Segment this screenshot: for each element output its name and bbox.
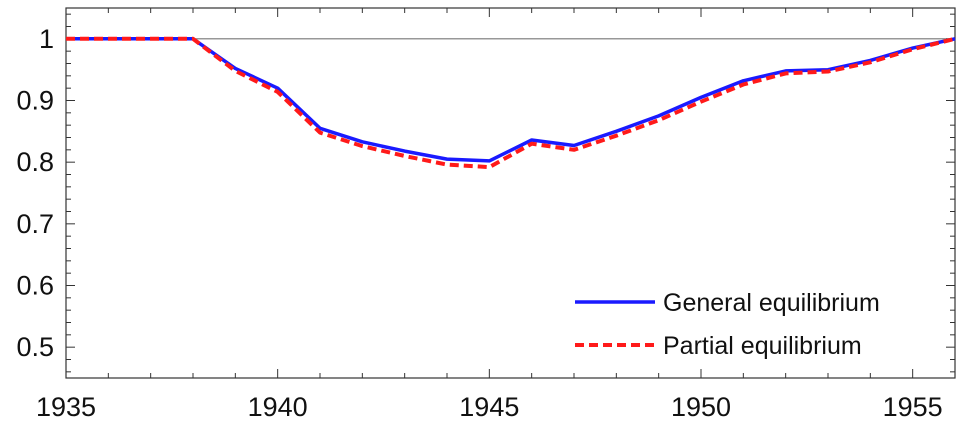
x-tick-label: 1945 bbox=[459, 392, 519, 422]
legend-label: General equilibrium bbox=[663, 289, 880, 317]
ticks: 1935 1940 1945 1950 1955 0.5 0.6 0.7 0.8 0.9 1 bbox=[16, 8, 956, 422]
y-tick-label: 0.6 bbox=[16, 271, 54, 301]
series-line-general-equilibrium bbox=[66, 37, 956, 163]
series-line-partial-equilibrium bbox=[66, 36, 956, 170]
y-tick-label: 0.7 bbox=[16, 209, 54, 239]
x-tick-label: 1950 bbox=[671, 392, 731, 422]
axes bbox=[65, 7, 956, 379]
y-tick-label: 0.8 bbox=[16, 147, 54, 177]
plot-frame bbox=[65, 7, 956, 379]
x-tick-label: 1935 bbox=[36, 392, 96, 422]
y-tick-label: 0.9 bbox=[16, 86, 54, 116]
x-tick-label: 1940 bbox=[248, 392, 308, 422]
x-tick-label: 1955 bbox=[883, 392, 943, 422]
legend: General equilibrium Partial equilibrium bbox=[575, 289, 880, 360]
legend-label: Partial equilibrium bbox=[663, 332, 862, 360]
y-tick-label: 1 bbox=[39, 24, 54, 54]
series-lines bbox=[66, 36, 956, 170]
y-tick-label: 0.5 bbox=[16, 332, 54, 362]
